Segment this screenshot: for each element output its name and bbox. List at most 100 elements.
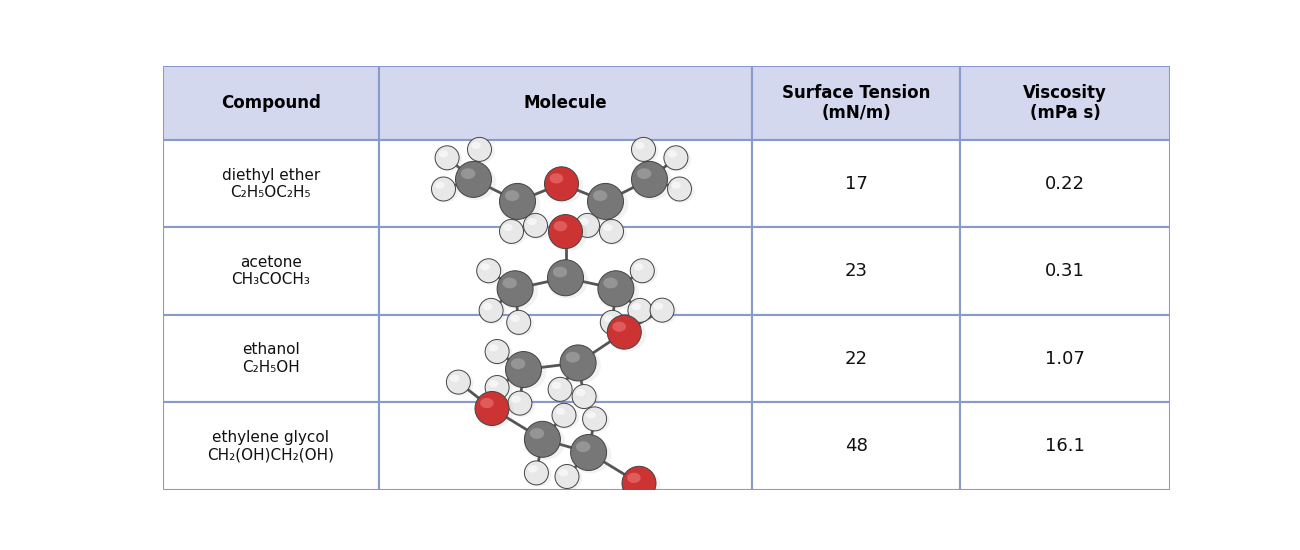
Ellipse shape (508, 391, 532, 415)
Ellipse shape (551, 405, 580, 429)
Text: 48: 48 (845, 437, 867, 455)
Ellipse shape (576, 441, 590, 452)
Ellipse shape (485, 339, 510, 364)
Ellipse shape (489, 344, 498, 351)
FancyBboxPatch shape (751, 402, 961, 490)
Ellipse shape (607, 318, 646, 351)
Ellipse shape (467, 139, 495, 163)
Ellipse shape (582, 409, 610, 433)
Ellipse shape (543, 169, 584, 204)
Ellipse shape (667, 150, 677, 157)
Ellipse shape (552, 403, 576, 427)
Ellipse shape (528, 465, 538, 472)
Ellipse shape (547, 260, 584, 296)
Text: 0.31: 0.31 (1045, 262, 1086, 280)
Ellipse shape (566, 352, 580, 362)
Ellipse shape (586, 411, 595, 419)
Ellipse shape (559, 469, 568, 476)
FancyBboxPatch shape (162, 315, 380, 402)
Ellipse shape (660, 498, 685, 522)
Text: 23: 23 (845, 262, 867, 280)
FancyBboxPatch shape (961, 315, 1170, 402)
Ellipse shape (663, 147, 692, 172)
Ellipse shape (637, 168, 651, 179)
Ellipse shape (604, 315, 614, 322)
Ellipse shape (524, 463, 551, 487)
Ellipse shape (499, 183, 536, 219)
Ellipse shape (503, 224, 512, 231)
Ellipse shape (572, 386, 599, 410)
Ellipse shape (436, 182, 445, 189)
Text: 16.1: 16.1 (1045, 437, 1086, 455)
Ellipse shape (630, 139, 659, 163)
Ellipse shape (432, 179, 459, 203)
Ellipse shape (450, 375, 460, 382)
Text: Viscosity
(mPa s): Viscosity (mPa s) (1023, 84, 1108, 123)
FancyBboxPatch shape (162, 402, 380, 490)
FancyBboxPatch shape (961, 66, 1170, 140)
Ellipse shape (455, 164, 497, 200)
Ellipse shape (477, 258, 500, 283)
Ellipse shape (523, 215, 551, 239)
Ellipse shape (504, 354, 546, 390)
FancyBboxPatch shape (162, 140, 380, 228)
FancyBboxPatch shape (380, 140, 751, 228)
Ellipse shape (555, 466, 582, 490)
Ellipse shape (485, 342, 512, 365)
Text: 1.07: 1.07 (1045, 350, 1086, 367)
Ellipse shape (485, 376, 510, 399)
Ellipse shape (603, 278, 618, 288)
Ellipse shape (511, 359, 525, 369)
Text: 22: 22 (845, 350, 867, 367)
Ellipse shape (632, 138, 655, 161)
Ellipse shape (545, 167, 578, 201)
Ellipse shape (593, 190, 607, 201)
Ellipse shape (621, 469, 660, 503)
Ellipse shape (612, 322, 627, 332)
Ellipse shape (621, 466, 656, 500)
Text: ethylene glycol
CH₂(OH)CH₂(OH): ethylene glycol CH₂(OH)CH₂(OH) (207, 430, 334, 462)
Ellipse shape (503, 278, 517, 288)
Ellipse shape (634, 263, 644, 271)
FancyBboxPatch shape (380, 402, 751, 490)
FancyBboxPatch shape (162, 66, 380, 140)
Ellipse shape (555, 408, 566, 415)
Ellipse shape (497, 271, 533, 307)
Ellipse shape (551, 382, 562, 389)
Ellipse shape (489, 380, 498, 387)
Ellipse shape (582, 407, 607, 431)
Ellipse shape (552, 267, 567, 277)
Text: Surface Tension
(mN/m): Surface Tension (mN/m) (783, 84, 931, 123)
Ellipse shape (598, 271, 634, 307)
Text: Molecule: Molecule (524, 94, 607, 112)
Ellipse shape (482, 303, 493, 310)
FancyBboxPatch shape (380, 315, 751, 402)
Ellipse shape (559, 348, 601, 384)
Ellipse shape (478, 300, 506, 324)
Ellipse shape (524, 213, 547, 238)
Ellipse shape (650, 300, 677, 324)
Ellipse shape (571, 437, 611, 473)
Ellipse shape (530, 428, 545, 439)
Ellipse shape (474, 394, 514, 428)
Ellipse shape (671, 182, 681, 189)
Ellipse shape (667, 179, 694, 203)
Ellipse shape (572, 384, 597, 409)
Text: 17: 17 (845, 175, 867, 193)
FancyBboxPatch shape (751, 315, 961, 402)
Ellipse shape (630, 261, 658, 284)
Ellipse shape (664, 502, 673, 509)
Ellipse shape (499, 221, 526, 245)
Ellipse shape (504, 190, 519, 201)
Ellipse shape (471, 142, 481, 149)
Ellipse shape (555, 465, 578, 488)
Ellipse shape (660, 499, 688, 524)
Ellipse shape (554, 221, 567, 231)
FancyBboxPatch shape (961, 402, 1170, 490)
Text: Compound: Compound (221, 94, 321, 112)
Ellipse shape (526, 218, 537, 225)
Ellipse shape (560, 345, 597, 381)
FancyBboxPatch shape (961, 140, 1170, 228)
Ellipse shape (654, 302, 663, 310)
Ellipse shape (550, 173, 563, 184)
